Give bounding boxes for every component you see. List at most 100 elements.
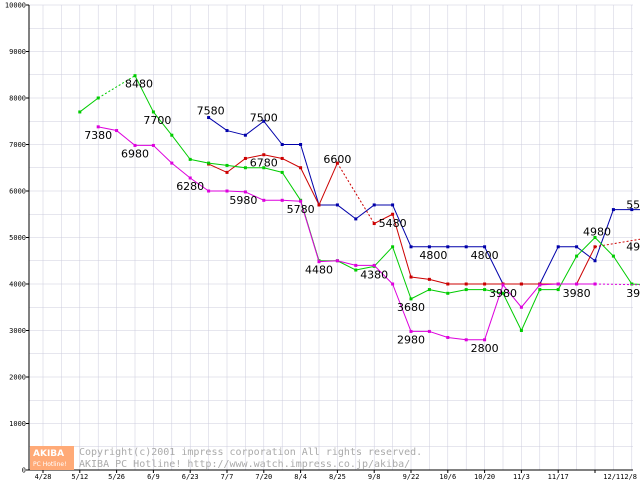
data-point bbox=[464, 282, 468, 286]
data-point bbox=[446, 335, 450, 339]
data-point bbox=[538, 288, 542, 292]
y-tick-label: 7000 bbox=[9, 141, 26, 149]
data-point bbox=[372, 263, 376, 267]
series-segment bbox=[355, 204, 375, 220]
series-segment bbox=[447, 289, 467, 294]
y-tick-label: 10000 bbox=[5, 2, 26, 10]
data-point bbox=[354, 263, 358, 267]
series-segment bbox=[576, 237, 596, 257]
data-label: 6780 bbox=[250, 157, 278, 170]
data-point bbox=[188, 157, 192, 161]
data-point bbox=[317, 260, 321, 264]
series-segment bbox=[208, 162, 228, 166]
data-label: 7500 bbox=[250, 111, 278, 124]
data-point bbox=[593, 236, 597, 239]
data-point bbox=[225, 170, 229, 174]
x-tick-label: 7/20 bbox=[255, 473, 272, 480]
y-tick-label: 3000 bbox=[9, 327, 26, 335]
series-segment bbox=[116, 130, 136, 146]
data-point bbox=[556, 245, 560, 249]
series-segment bbox=[392, 246, 412, 300]
series-segment bbox=[429, 289, 448, 294]
data-point bbox=[133, 143, 137, 147]
series-3 bbox=[78, 74, 640, 332]
data-label: 6980 bbox=[121, 147, 149, 160]
data-point bbox=[262, 119, 266, 123]
series-segment bbox=[429, 278, 448, 285]
data-point bbox=[299, 143, 303, 146]
data-point bbox=[207, 189, 211, 193]
data-point bbox=[207, 161, 211, 165]
data-point bbox=[207, 116, 211, 120]
data-point bbox=[575, 245, 579, 249]
data-label: 5780 bbox=[287, 203, 315, 216]
data-label: 4800 bbox=[419, 249, 447, 262]
data-label: 3980 bbox=[626, 287, 640, 300]
akiba-logo-subtext: PC Hotline! bbox=[33, 461, 66, 468]
data-point bbox=[188, 176, 192, 180]
data-point bbox=[225, 189, 229, 193]
data-point bbox=[262, 166, 266, 170]
data-point bbox=[556, 282, 560, 286]
data-point bbox=[446, 282, 450, 286]
data-label: 6280 bbox=[176, 180, 204, 193]
series-segment bbox=[337, 204, 357, 220]
series-segment bbox=[189, 177, 209, 192]
series-segment bbox=[612, 255, 633, 285]
series-segment bbox=[594, 238, 640, 248]
x-tick-label: 12/112/8 bbox=[603, 473, 637, 480]
series-segment bbox=[631, 283, 640, 285]
series-4 bbox=[96, 125, 640, 342]
series-segment bbox=[281, 172, 302, 201]
data-label: 3980 bbox=[563, 287, 591, 300]
series-segment bbox=[594, 237, 614, 257]
series-segment bbox=[502, 284, 522, 308]
data-point bbox=[299, 199, 303, 203]
data-point bbox=[519, 329, 523, 332]
series-segment bbox=[502, 293, 522, 331]
x-tick-label: 6/23 bbox=[182, 473, 199, 480]
data-point bbox=[115, 129, 119, 133]
series-segment bbox=[263, 167, 283, 173]
series-segment bbox=[153, 111, 173, 136]
data-label: 4980 bbox=[626, 240, 640, 253]
data-point bbox=[593, 282, 597, 286]
data-point bbox=[427, 245, 431, 249]
data-point bbox=[501, 283, 505, 287]
data-point bbox=[427, 277, 431, 281]
series-segment bbox=[355, 265, 375, 271]
data-point bbox=[151, 110, 155, 114]
series-segment bbox=[226, 158, 246, 173]
series-segment bbox=[337, 260, 357, 271]
x-tick-labels: 4/28 5/12 5/26 6/9 6/23 7/7 7/20 8/4 8/25 9/8 9/22… bbox=[35, 470, 637, 480]
series-segment bbox=[410, 276, 430, 280]
series-segment bbox=[373, 265, 393, 285]
data-label: 3680 bbox=[397, 301, 425, 314]
data-label: 4800 bbox=[471, 249, 499, 262]
x-tick-label: 10/20 bbox=[474, 473, 495, 480]
data-label: 7700 bbox=[143, 114, 171, 127]
x-tick-label: 5/12 bbox=[71, 473, 88, 480]
series-segment bbox=[98, 126, 117, 132]
series-segment bbox=[263, 120, 283, 145]
data-point bbox=[483, 338, 487, 342]
copyright-watermark: AKIBA PC Hotline! Copyright(c)2001 impre… bbox=[30, 446, 422, 470]
series-segment bbox=[245, 120, 265, 136]
series-segment bbox=[318, 260, 338, 263]
data-point bbox=[280, 198, 284, 202]
data-point bbox=[464, 288, 468, 292]
data-point bbox=[170, 133, 174, 137]
data-point bbox=[611, 254, 615, 258]
data-label: 5480 bbox=[379, 217, 407, 230]
series-segment bbox=[484, 246, 504, 285]
data-label: 4980 bbox=[583, 225, 611, 238]
series-segment bbox=[245, 191, 265, 201]
data-point bbox=[170, 161, 174, 165]
series-segment bbox=[594, 283, 640, 286]
series-segment bbox=[134, 75, 154, 113]
series-segment bbox=[521, 284, 541, 308]
series-segment bbox=[373, 213, 393, 224]
series-segment bbox=[226, 190, 246, 193]
y-tick-label: 8000 bbox=[9, 95, 26, 103]
